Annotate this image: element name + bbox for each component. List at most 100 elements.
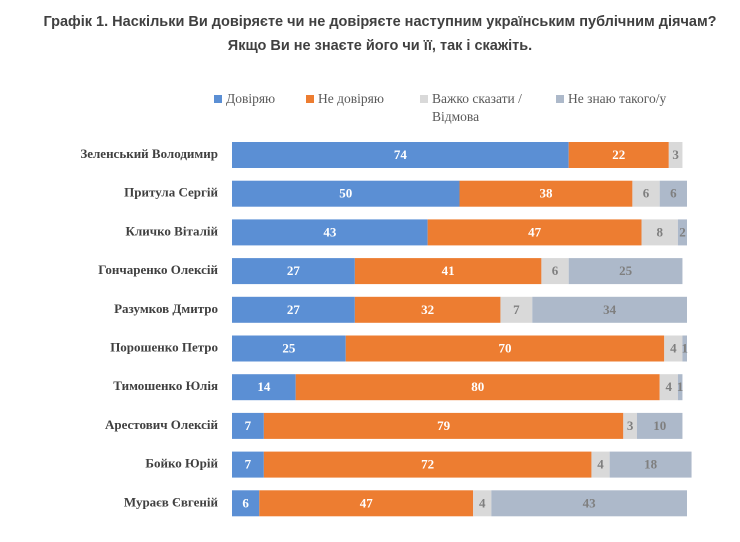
value-label: 7 (513, 302, 520, 317)
bar-segment (263, 451, 592, 478)
bar-segment (659, 374, 678, 401)
bar-segment (427, 219, 642, 246)
category-label: Разумков Дмитро (114, 301, 218, 316)
value-label: 6 (670, 186, 677, 201)
bar-segment (677, 374, 683, 401)
legend-item: Не знаю такого/у (556, 90, 706, 108)
value-label: 22 (612, 147, 625, 162)
value-label: 10 (653, 418, 666, 433)
value-label: 6 (552, 263, 559, 278)
category-label: Гончаренко Олексій (98, 262, 218, 277)
bar-segment (263, 412, 624, 439)
value-label: 4 (670, 340, 677, 355)
value-label: 32 (421, 302, 434, 317)
category-label: Притула Сергій (124, 185, 218, 200)
bar-segment (636, 412, 683, 439)
bar-segment (354, 258, 542, 285)
bar-segment (532, 296, 687, 323)
bar-segment (232, 296, 355, 323)
value-label: 25 (619, 263, 633, 278)
legend-label: Довіряю (226, 91, 276, 106)
category-label: Зеленський Володимир (80, 146, 218, 161)
legend-item: Довіряю (214, 90, 304, 108)
bar-segment (259, 490, 474, 517)
legend-item: Не довіряю (306, 90, 418, 108)
category-label: Тимошенко Юлія (113, 378, 218, 393)
value-label: 7 (245, 457, 252, 472)
value-label: 1 (677, 379, 684, 394)
legend-label: Важко сказати / Відмова (432, 91, 522, 124)
value-label: 7 (245, 418, 252, 433)
category-label: Бойко Юрій (145, 456, 218, 471)
bar-segment (668, 142, 683, 168)
value-label: 72 (421, 457, 434, 472)
bar-segment (568, 258, 683, 285)
bar-segment (500, 296, 533, 323)
legend-swatch (556, 95, 564, 103)
bar-segment (345, 335, 665, 362)
bar-segment (632, 180, 660, 207)
value-label: 47 (360, 495, 374, 510)
value-label: 70 (499, 340, 512, 355)
bar-segment (232, 412, 264, 439)
bar-segment (232, 180, 460, 207)
bar-segment (232, 142, 569, 168)
value-label: 43 (583, 495, 597, 510)
value-label: 8 (656, 224, 663, 239)
value-label: 50 (339, 186, 352, 201)
bar-segment (541, 258, 569, 285)
bar-segment (295, 374, 660, 401)
value-label: 27 (287, 263, 301, 278)
value-label: 47 (528, 224, 542, 239)
category-label: Порошенко Петро (110, 339, 218, 354)
bar-segment (659, 180, 687, 207)
value-label: 43 (323, 224, 337, 239)
bar-segment (609, 451, 692, 478)
value-label: 34 (603, 302, 617, 317)
bar-segment (591, 451, 610, 478)
bar-segment (354, 296, 501, 323)
value-label: 74 (394, 147, 408, 162)
value-label: 18 (644, 457, 658, 472)
category-label: Арестович Олексій (105, 417, 219, 432)
value-label: 1 (681, 340, 688, 355)
bar-segment (232, 374, 296, 401)
category-label: Кличко Віталій (126, 223, 219, 238)
value-label: 4 (666, 379, 673, 394)
bar-segment (232, 490, 260, 517)
value-label: 41 (442, 263, 455, 278)
value-label: 38 (539, 186, 553, 201)
value-label: 3 (672, 147, 679, 162)
bar-segment (232, 335, 346, 362)
value-label: 79 (437, 418, 451, 433)
bar-segment (641, 219, 678, 246)
value-label: 14 (257, 379, 271, 394)
value-label: 25 (282, 340, 296, 355)
category-label: Мураєв Євгеній (124, 494, 219, 509)
value-label: 80 (471, 379, 484, 394)
legend-swatch (306, 95, 314, 103)
value-label: 27 (287, 302, 301, 317)
legend-swatch (214, 95, 222, 103)
legend: Довіряю Не довіряю Важко сказати / Відмова… (214, 90, 714, 130)
bar-segment (664, 335, 683, 362)
bar-segment (491, 490, 687, 517)
chart-title: Графік 1. Наскільки Ви довіряєте чи не д… (43, 14, 717, 54)
legend-item: Важко сказати / Відмова (420, 90, 550, 126)
bar-segment (459, 180, 633, 207)
legend-label: Не довіряю (318, 91, 384, 106)
value-label: 2 (679, 224, 686, 239)
bar-segment (623, 412, 637, 439)
bar-segment (682, 335, 687, 362)
bar-segment (232, 258, 355, 285)
bar-segment (232, 451, 264, 478)
value-label: 4 (479, 495, 486, 510)
bar-segment (677, 219, 687, 246)
bar-segment (568, 142, 669, 168)
legend-label: Не знаю такого/у (568, 91, 667, 106)
bar-segment (232, 219, 428, 246)
legend-swatch (420, 95, 428, 103)
value-label: 6 (242, 495, 249, 510)
